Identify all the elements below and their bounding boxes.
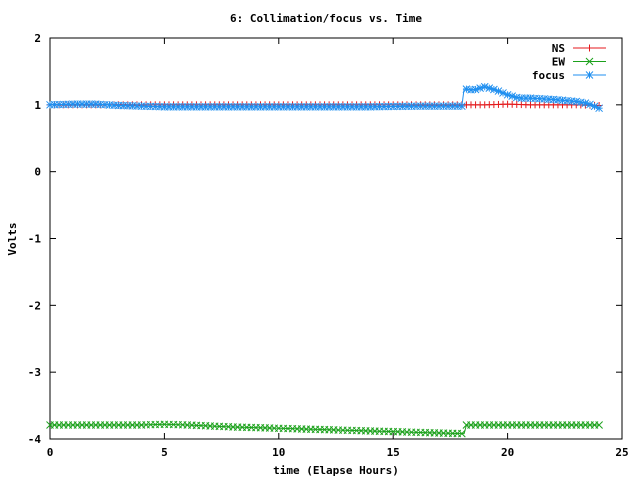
x-tick-label: 20: [501, 446, 514, 459]
series-ew: [46, 420, 603, 438]
x-tick-label: 0: [47, 446, 54, 459]
y-tick-label: -2: [28, 299, 41, 312]
data-point: [471, 85, 480, 94]
data-point: [485, 84, 494, 92]
data-point: [508, 92, 517, 100]
series-layer: [46, 82, 603, 438]
chart-title: 6: Collimation/focus vs. Time: [230, 12, 422, 25]
x-tick-label: 15: [387, 446, 400, 459]
data-point: [576, 98, 585, 107]
y-tick-label: 2: [34, 32, 41, 45]
data-point: [512, 93, 521, 102]
x-tick-label: 10: [272, 446, 285, 459]
data-point: [476, 84, 484, 92]
x-tick-label: 5: [161, 446, 168, 459]
x-axis: 0 5 10 15 20 25: [47, 38, 629, 459]
data-point: [572, 97, 581, 106]
y-tick-label: 1: [34, 99, 41, 112]
data-point: [457, 102, 466, 111]
data-point: [457, 429, 466, 438]
y-tick-label: -1: [28, 233, 42, 246]
legend-label: NS: [552, 42, 565, 55]
y-tick-label: 0: [34, 166, 41, 179]
x-axis-label: time (Elapse Hours): [273, 464, 399, 477]
data-point: [503, 90, 512, 99]
data-point: [581, 99, 590, 107]
y-tick-label: -3: [28, 366, 41, 379]
legend-marker: [585, 57, 594, 66]
legend-marker: [586, 44, 593, 52]
data-point: [595, 421, 603, 429]
legend-marker: [585, 71, 594, 79]
data-point: [595, 104, 603, 113]
x-tick-label: 25: [615, 446, 628, 459]
data-point: [480, 82, 489, 91]
legend-label: focus: [532, 69, 565, 82]
y-axis-label: Volts: [6, 222, 19, 255]
y-tick-label: -4: [28, 433, 42, 446]
series-focus: [46, 82, 603, 113]
legend-label: EW: [552, 56, 566, 69]
y-axis: -4 -3 -2 -1 0 1 2: [28, 32, 622, 446]
